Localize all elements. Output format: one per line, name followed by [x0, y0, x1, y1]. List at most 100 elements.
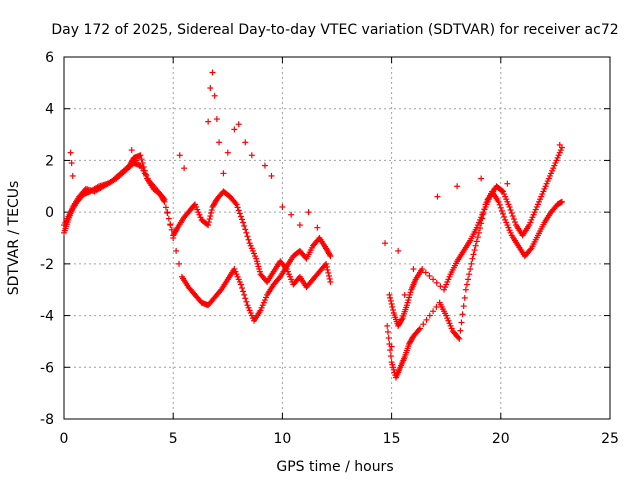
interp-point: [433, 279, 440, 286]
interp-point: [170, 235, 177, 241]
data-point: [231, 126, 238, 133]
interp-point: [423, 316, 430, 323]
data-point: [68, 160, 75, 167]
interp-point: [232, 200, 239, 207]
interp-point: [415, 326, 422, 333]
interp-point: [459, 311, 466, 318]
data-point: [456, 335, 463, 342]
data-point: [506, 203, 513, 210]
data-point: [296, 222, 303, 229]
data-point: [69, 172, 76, 179]
interp-point: [430, 308, 437, 315]
data-point: [495, 198, 502, 205]
y-tick-label: 2: [45, 153, 54, 169]
interp-point: [499, 210, 506, 217]
data-point: [410, 266, 417, 273]
interp-point: [385, 334, 392, 341]
data-point: [128, 147, 135, 154]
data-point: [323, 260, 330, 267]
x-tick-label: 20: [492, 431, 510, 447]
x-tick-label: 15: [383, 431, 401, 447]
interp-point: [217, 288, 224, 295]
data-point: [216, 139, 223, 146]
data-point: [462, 286, 469, 293]
interp-point: [164, 209, 171, 216]
data-point: [323, 245, 330, 252]
y-tick-label: -8: [40, 412, 54, 428]
interp-point: [388, 300, 395, 307]
interp-point: [238, 216, 245, 223]
interp-point: [420, 321, 427, 328]
interp-point: [387, 297, 394, 304]
grid: [64, 57, 610, 419]
interp-point: [176, 260, 183, 267]
data-point: [209, 69, 216, 76]
data-point: [67, 149, 74, 156]
interp-point: [387, 347, 394, 354]
interp-point: [325, 269, 332, 276]
interp-point: [162, 204, 169, 211]
interp-point: [325, 272, 332, 279]
data-point: [211, 92, 218, 99]
data-point: [207, 85, 214, 92]
interp-point: [497, 204, 504, 211]
interp-point: [173, 225, 180, 232]
interp-point: [241, 222, 248, 229]
data-point: [305, 209, 312, 216]
data-point: [233, 201, 240, 208]
interp-point: [208, 206, 215, 213]
data-point: [261, 162, 268, 169]
interp-point: [244, 233, 251, 240]
interp-point: [509, 213, 516, 220]
data-points: [61, 69, 565, 381]
interp-point: [236, 210, 243, 217]
y-tick-label: 4: [45, 102, 54, 118]
interp-point: [173, 247, 180, 254]
data-point: [133, 157, 140, 164]
data-point: [475, 229, 482, 236]
interp-point: [240, 288, 247, 295]
data-point: [314, 224, 321, 231]
interp-point: [422, 269, 429, 276]
interp-point: [398, 316, 405, 323]
interp-point: [510, 216, 517, 223]
interp-point: [138, 156, 145, 163]
interp-point: [234, 204, 241, 211]
data-point: [327, 253, 334, 260]
x-tick-labels: 0 5 10 15 20 25: [60, 431, 619, 447]
interp-point: [242, 295, 249, 302]
data-point: [327, 278, 334, 285]
data-point: [434, 193, 441, 200]
y-tick-label: 0: [45, 205, 54, 221]
data-point: [419, 266, 426, 273]
interp-point: [455, 334, 462, 341]
interp-point: [326, 251, 333, 258]
interp-point: [498, 187, 505, 194]
interp-point: [508, 210, 515, 217]
data-point: [382, 240, 389, 247]
data-point: [205, 222, 212, 229]
data-point: [213, 116, 220, 123]
interp-point: [511, 219, 518, 226]
interp-point: [205, 219, 212, 226]
interp-point: [433, 303, 440, 310]
data-point: [484, 196, 491, 203]
interp-point: [208, 210, 215, 217]
data-point: [454, 183, 461, 190]
axis-ticks: [63, 56, 611, 420]
data-point: [504, 180, 511, 187]
interp-point: [470, 251, 477, 258]
interp-point: [498, 207, 505, 214]
interp-point: [430, 276, 437, 283]
data-point: [288, 211, 295, 218]
interp-point: [324, 266, 331, 273]
interp-point: [238, 284, 245, 291]
interp-point: [467, 266, 474, 273]
interp-point: [426, 312, 433, 319]
data-point: [237, 281, 244, 288]
data-point: [268, 172, 275, 179]
x-axis-label: GPS time / hours: [276, 459, 393, 475]
data-point: [161, 196, 168, 203]
